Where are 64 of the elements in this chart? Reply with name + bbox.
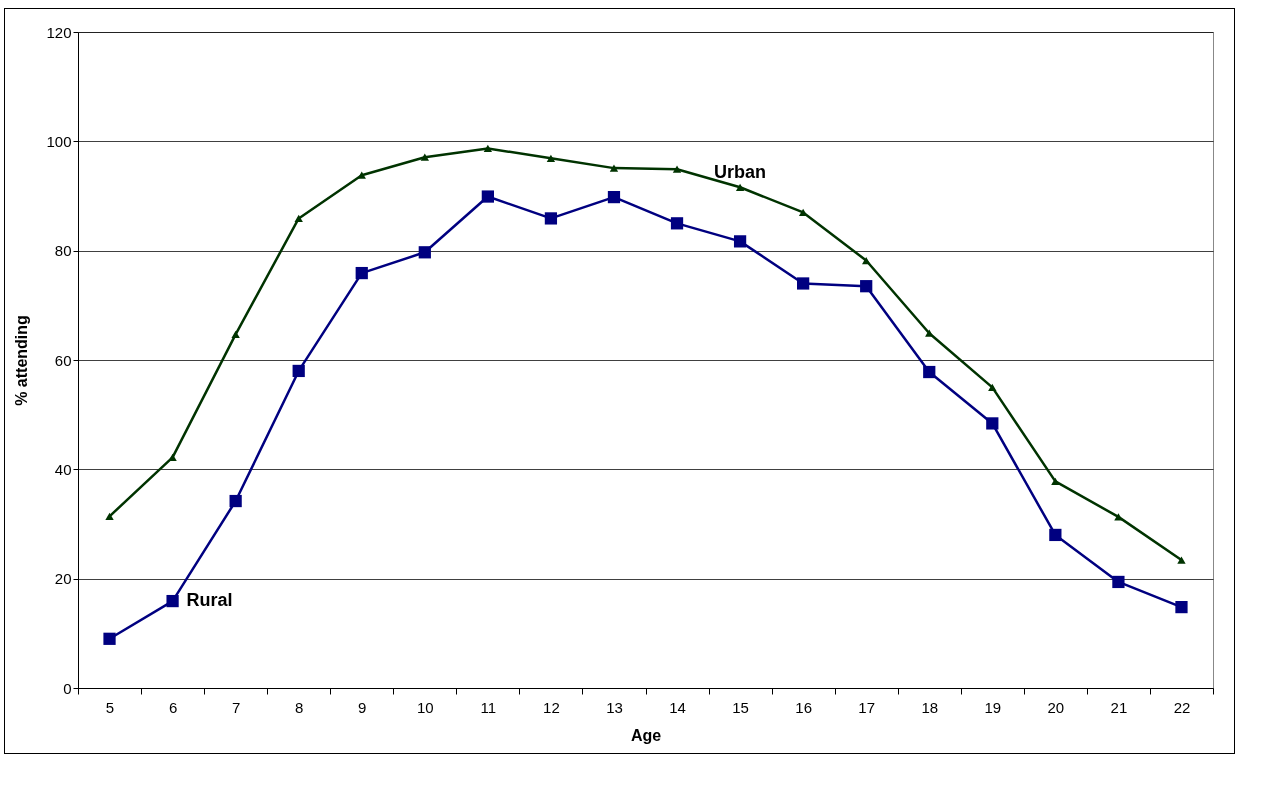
x-tick-label: 6 — [168, 698, 178, 716]
y-tick-label: 100 — [46, 132, 72, 150]
point — [609, 164, 619, 172]
x-tick-label: 5 — [105, 698, 115, 716]
point — [1049, 528, 1062, 542]
x-tick-label: 10 — [416, 698, 434, 716]
x-tick-label: 15 — [732, 698, 749, 716]
point — [925, 329, 934, 337]
x-tick-label: 14 — [669, 698, 686, 716]
point — [735, 183, 745, 191]
point — [105, 512, 114, 520]
point — [923, 365, 936, 379]
y-tick-label: 20 — [54, 570, 72, 588]
x-tick-label: 9 — [358, 698, 367, 716]
point — [294, 214, 303, 223]
point — [544, 212, 558, 225]
series-label: Urban — [714, 162, 767, 183]
point — [166, 594, 179, 608]
x-tick-label: 16 — [795, 698, 812, 716]
point — [1175, 600, 1188, 614]
point — [797, 277, 810, 290]
point — [103, 632, 116, 645]
x-tick-label: 11 — [480, 698, 497, 716]
point — [860, 280, 873, 293]
point — [733, 235, 747, 248]
x-tick-label: 20 — [1047, 698, 1065, 716]
point — [1051, 477, 1060, 485]
point — [420, 153, 429, 161]
x-axis-title: Age — [630, 726, 662, 744]
x-tick-label: 8 — [295, 698, 304, 716]
x-tick-label: 7 — [231, 698, 241, 716]
point — [546, 154, 556, 162]
point — [168, 453, 177, 461]
point — [418, 246, 431, 259]
y-tick-label: 60 — [54, 351, 72, 369]
x-tick-label: 13 — [606, 698, 623, 716]
point — [986, 417, 999, 430]
point — [292, 364, 305, 378]
point — [355, 266, 368, 280]
x-tick-label: 18 — [921, 698, 939, 716]
y-tick-label: 40 — [54, 460, 72, 478]
point — [1114, 513, 1123, 521]
x-tick-label: 21 — [1110, 698, 1128, 716]
point — [483, 144, 493, 153]
point — [481, 190, 494, 203]
point — [1112, 575, 1125, 589]
y-tick-label: 80 — [54, 242, 72, 260]
point — [607, 190, 621, 204]
point — [862, 256, 871, 265]
point — [357, 171, 366, 179]
y-tick-label: 0 — [63, 679, 72, 697]
y-axis-title: % attending — [13, 315, 31, 406]
point — [670, 217, 684, 230]
point — [988, 383, 997, 391]
point — [229, 494, 242, 508]
x-tick-label: 22 — [1173, 698, 1191, 716]
y-tick-label: 120 — [46, 23, 72, 41]
x-tick-label: 19 — [984, 698, 1002, 716]
series-label: Rural — [186, 590, 233, 611]
x-tick-label: 12 — [543, 698, 560, 716]
point — [1177, 556, 1186, 564]
x-tick-label: 17 — [858, 698, 876, 716]
point — [231, 330, 240, 338]
point — [672, 165, 682, 173]
